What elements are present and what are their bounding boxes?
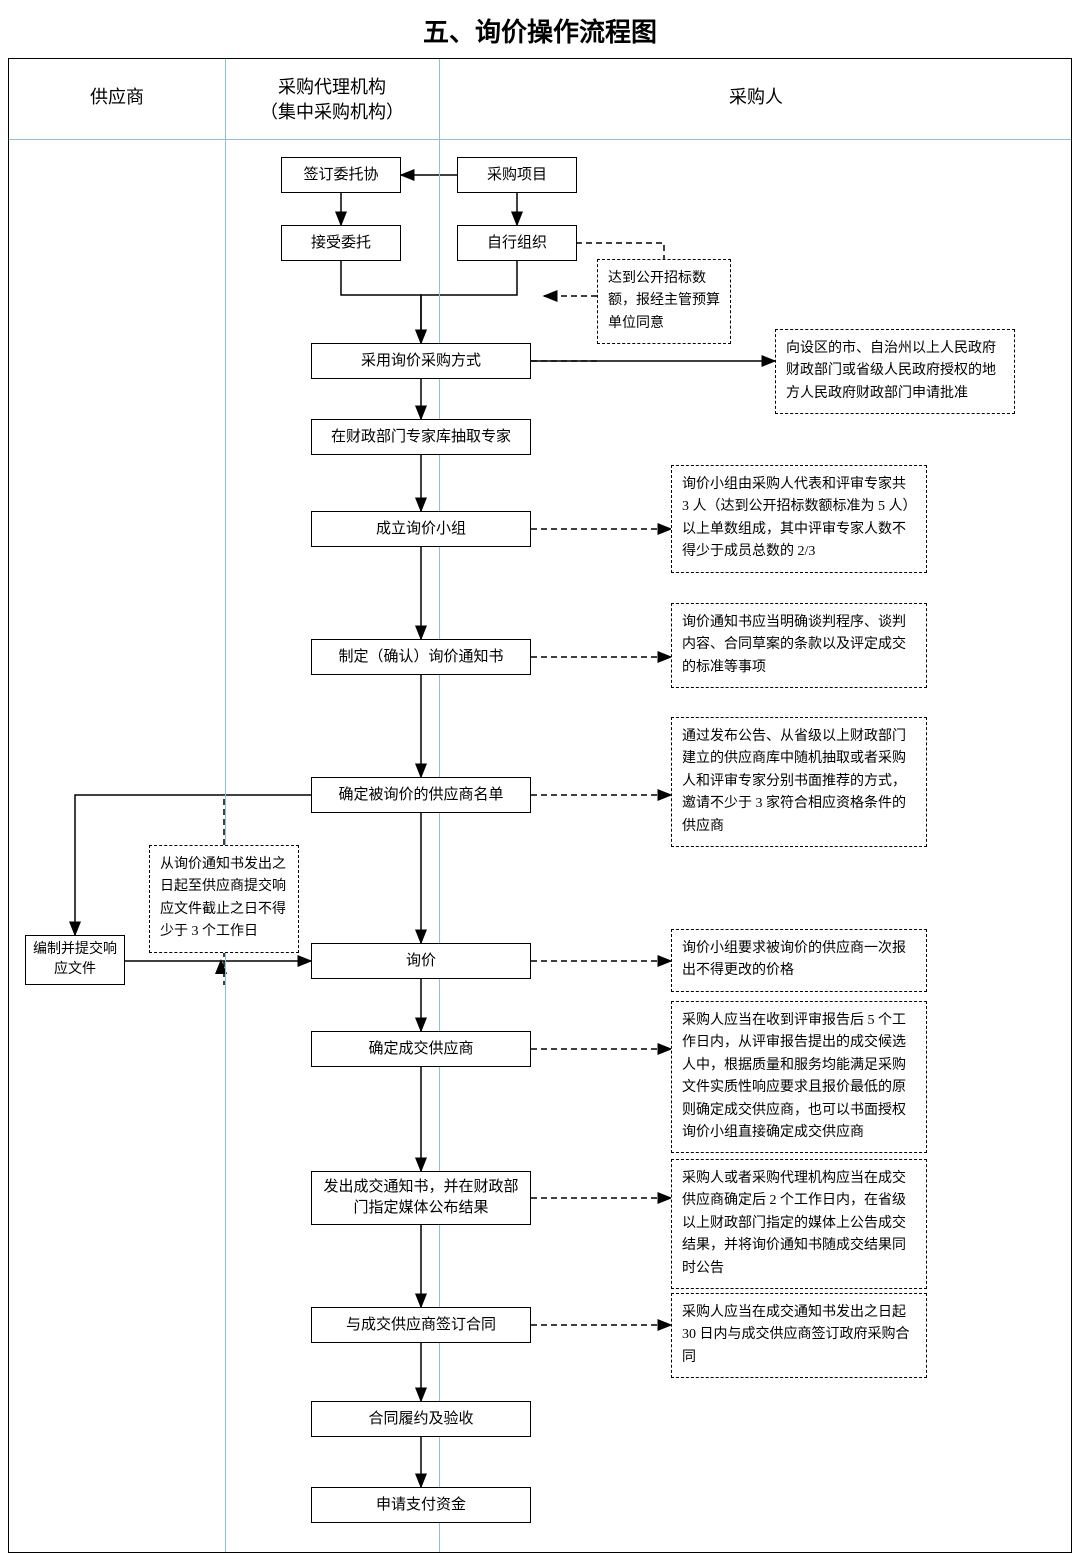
flowchart-node: 合同履约及验收	[311, 1401, 531, 1437]
flowchart-node: 申请支付资金	[311, 1487, 531, 1523]
flowchart-annotation: 达到公开招标数额，报经主管预算单位同意	[597, 259, 731, 344]
flowchart-node: 采用询价采购方式	[311, 343, 531, 379]
flowchart-container: 供应商采购代理机构 （集中采购机构）采购人签订委托协 采购项目接受委托 自行组织采用…	[8, 58, 1072, 1553]
flowchart-annotation: 询价小组由采购人代表和评审专家共 3 人（达到公开招标数额标准为 5 人）以上单…	[671, 465, 927, 573]
flowchart-annotation: 询价通知书应当明确谈判程序、谈判内容、合同草案的条款以及评定成交的标准等事项	[671, 603, 927, 688]
flowchart-annotation: 采购人应当在成交通知书发出之日起 30 日内与成交供应商签订政府采购合同	[671, 1293, 927, 1378]
flowchart-annotation: 从询价通知书发出之日起至供应商提交响应文件截止之日不得少于 3 个工作日	[149, 845, 299, 953]
swimlane-header: 采购人	[439, 85, 1073, 110]
page-title: 五、询价操作流程图	[0, 12, 1080, 49]
swimlane-vertical-separator	[225, 59, 226, 1552]
flowchart-node: 发出成交通知书，并在财政部门指定媒体公布结果	[311, 1171, 531, 1225]
flowchart-node: 成立询价小组	[311, 511, 531, 547]
flowchart-node: 确定成交供应商	[311, 1031, 531, 1067]
flowchart-annotation: 通过发布公告、从省级以上财政部门建立的供应商库中随机抽取或者采购人和评审专家分别…	[671, 717, 927, 847]
flowchart-node: 采购项目	[457, 157, 577, 193]
flowchart-node: 自行组织	[457, 225, 577, 261]
flowchart-node: 询价	[311, 943, 531, 979]
flowchart-annotation: 采购人或者采购代理机构应当在成交供应商确定后 2 个工作日内，在省级以上财政部门…	[671, 1159, 927, 1289]
flowchart-node: 确定被询价的供应商名单	[311, 777, 531, 813]
swimlane-header: 供应商	[9, 85, 225, 110]
flowchart-annotation: 采购人应当在收到评审报告后 5 个工作日内，从评审报告提出的成交候选人中，根据质…	[671, 1001, 927, 1153]
flowchart-node: 制定（确认）询价通知书	[311, 639, 531, 675]
flowchart-node: 在财政部门专家库抽取专家	[311, 419, 531, 455]
flowchart-node: 接受委托	[281, 225, 401, 261]
flowchart-annotation: 向设区的市、自治州以上人民政府财政部门或省级人民政府授权的地方人民政府财政部门申…	[775, 329, 1015, 414]
swimlane-horizontal-separator	[9, 139, 1071, 140]
flowchart-annotation: 询价小组要求被询价的供应商一次报出不得更改的价格	[671, 929, 927, 992]
swimlane-header: 采购代理机构 （集中采购机构）	[225, 75, 439, 125]
flowchart-node: 编制并提交响应文件	[25, 935, 125, 985]
flowchart-node: 签订委托协	[281, 157, 401, 193]
flowchart-node: 与成交供应商签订合同	[311, 1307, 531, 1343]
